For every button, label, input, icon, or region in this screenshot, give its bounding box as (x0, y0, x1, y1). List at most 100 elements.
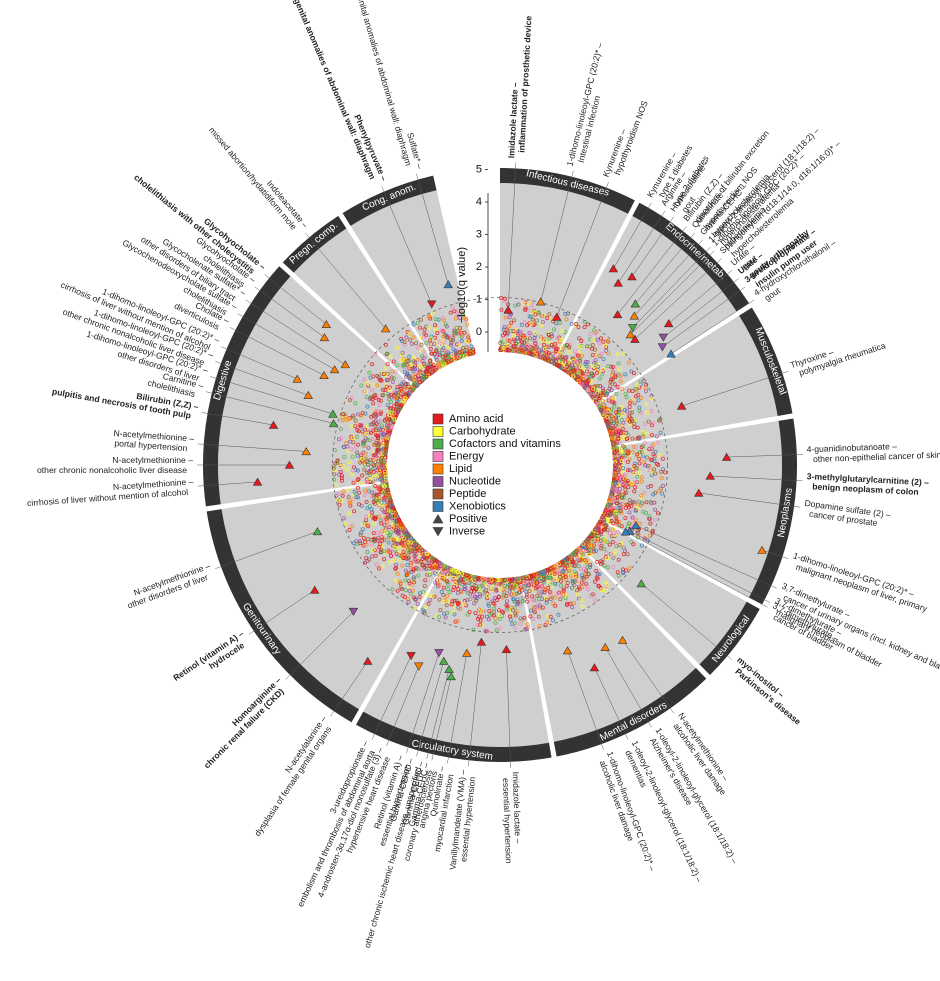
background-point (594, 330, 599, 335)
background-point (614, 415, 619, 420)
background-point (562, 357, 567, 362)
background-point (601, 392, 606, 397)
background-point (580, 382, 585, 387)
background-point (646, 419, 651, 424)
background-point (626, 433, 631, 438)
background-point (648, 521, 653, 526)
background-point (597, 403, 602, 408)
background-point (587, 390, 592, 395)
background-point (557, 352, 562, 357)
background-point (653, 507, 658, 512)
segment-panel-0 (500, 183, 629, 365)
background-point (627, 521, 632, 526)
background-point (522, 319, 527, 324)
background-point (574, 322, 579, 327)
background-point (656, 462, 661, 467)
background-point (540, 354, 545, 359)
background-point (582, 375, 587, 380)
background-point (590, 346, 595, 351)
background-point (656, 440, 661, 445)
background-point (615, 501, 620, 506)
background-point (577, 336, 582, 341)
background-point (624, 395, 629, 400)
background-point (643, 463, 648, 468)
background-point (581, 380, 586, 385)
background-point (541, 313, 546, 318)
background-point (584, 374, 589, 379)
background-point (621, 466, 626, 471)
background-point (614, 410, 619, 415)
background-points (331, 296, 668, 634)
segment-ring-10 (342, 175, 437, 226)
background-point (632, 400, 637, 405)
background-point (598, 383, 603, 388)
background-point (644, 431, 649, 436)
background-point (654, 434, 659, 439)
background-point (575, 365, 580, 370)
background-point (571, 374, 576, 379)
background-point (632, 489, 637, 494)
background-point (508, 328, 513, 333)
background-point (606, 424, 611, 429)
background-point (567, 365, 572, 370)
background-point (567, 350, 572, 355)
background-point (658, 430, 663, 435)
background-point (628, 399, 633, 404)
background-point (599, 351, 604, 356)
background-point (597, 376, 602, 381)
background-point (587, 344, 592, 349)
background-point (527, 321, 532, 326)
background-point (626, 412, 631, 417)
background-point (593, 362, 598, 367)
background-point (614, 441, 619, 446)
background-point (649, 445, 654, 450)
background-point (506, 343, 511, 348)
background-point (530, 300, 535, 305)
background-point (567, 345, 572, 350)
background-point (529, 314, 534, 319)
background-point (583, 359, 588, 364)
background-point (511, 333, 516, 338)
background-point (609, 388, 614, 393)
background-point (614, 418, 619, 423)
background-point (524, 338, 529, 343)
background-point (590, 338, 595, 343)
background-point (529, 331, 534, 336)
background-point (647, 516, 652, 521)
background-point (617, 486, 622, 491)
background-point (613, 375, 618, 380)
background-point (593, 384, 598, 389)
background-point (637, 408, 642, 413)
background-point (521, 301, 526, 306)
background-point (622, 407, 627, 412)
background-point (629, 418, 634, 423)
background-point (554, 321, 559, 326)
background-point (639, 450, 644, 455)
background-point (611, 414, 616, 419)
background-point (564, 342, 569, 347)
background-point (600, 399, 605, 404)
background-point (623, 515, 628, 520)
background-point (533, 333, 538, 338)
background-point (608, 384, 613, 389)
background-point (615, 495, 620, 500)
background-point (512, 318, 517, 323)
background-point (625, 436, 630, 441)
background-point (652, 517, 657, 522)
background-point (588, 332, 593, 337)
background-point (631, 371, 636, 376)
background-point (549, 332, 554, 337)
background-point (583, 362, 588, 367)
background-point (597, 396, 602, 401)
background-point (571, 367, 576, 372)
background-point (599, 408, 604, 413)
background-point (611, 426, 616, 431)
background-point (507, 324, 512, 329)
background-point (507, 338, 512, 343)
background-point (655, 511, 660, 516)
background-point (567, 361, 572, 366)
background-point (531, 352, 536, 357)
background-point (610, 364, 615, 369)
background-point (616, 436, 621, 441)
background-point (649, 423, 654, 428)
